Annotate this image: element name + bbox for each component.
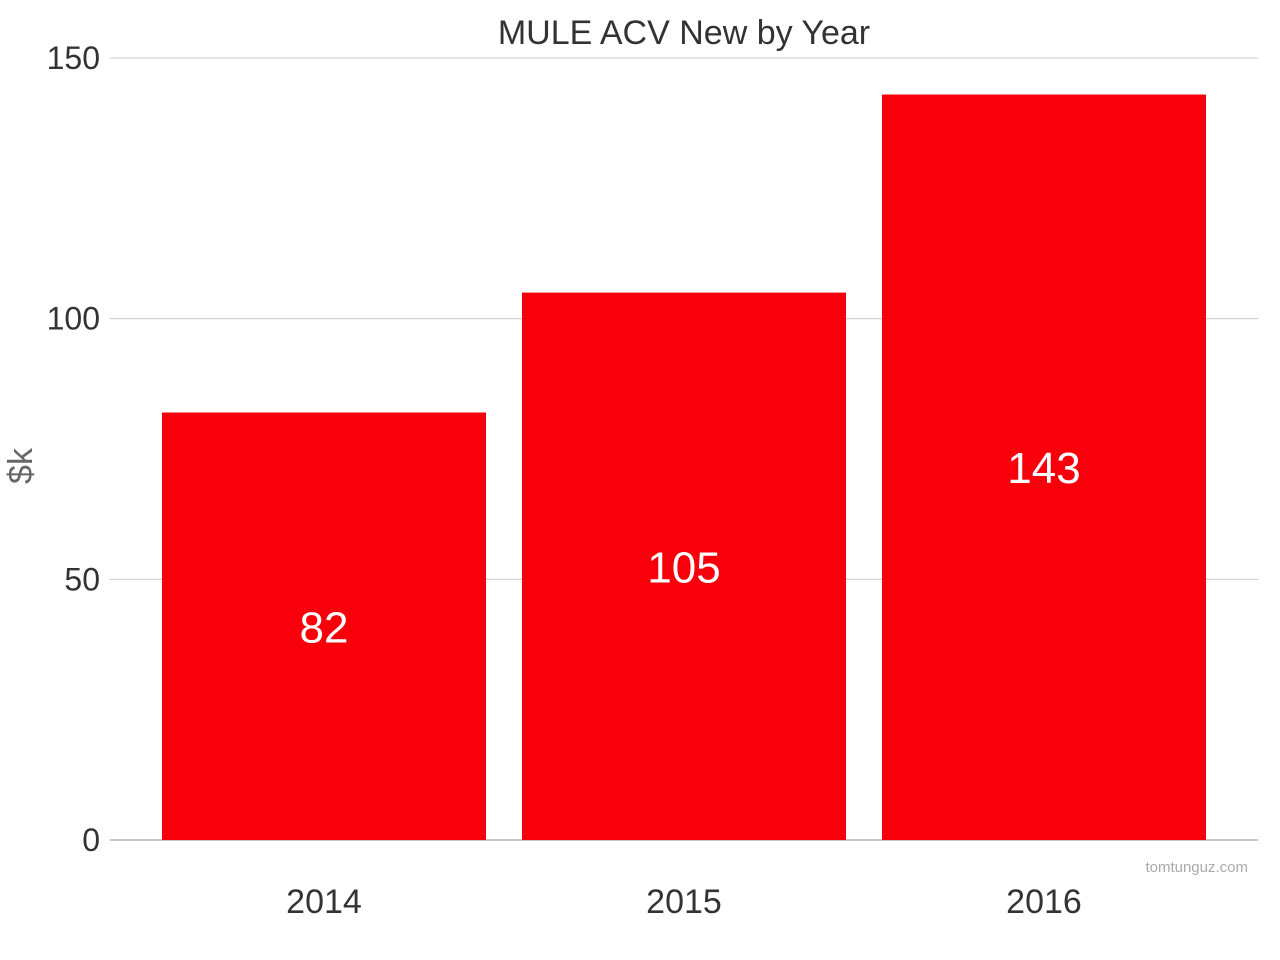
data-label-2015: 105 <box>647 543 720 592</box>
x-tick-label-2014: 2014 <box>286 883 362 921</box>
y-tick-label: 0 <box>82 822 100 858</box>
bar-2015 <box>522 292 846 841</box>
bars <box>162 94 1206 841</box>
chart-title: MULE ACV New by Year <box>498 14 870 52</box>
bar-2014 <box>162 412 486 840</box>
y-tick-label: 100 <box>47 301 100 337</box>
bar-2016 <box>882 94 1206 840</box>
data-labels: 82 105 143 <box>300 444 1081 652</box>
y-tick-label: 150 <box>47 40 100 76</box>
y-axis-ticks: 0 50 100 150 <box>47 40 100 858</box>
y-axis-title: $k <box>2 447 40 484</box>
data-label-2014: 82 <box>300 603 349 652</box>
y-tick-label: 50 <box>64 561 100 597</box>
watermark: tomtunguz.com <box>1145 859 1248 876</box>
data-label-2016: 143 <box>1007 444 1080 493</box>
x-tick-label-2015: 2015 <box>646 883 722 921</box>
x-tick-label-2016: 2016 <box>1006 883 1082 921</box>
x-axis-ticks: 2014 2015 2016 <box>286 883 1082 921</box>
